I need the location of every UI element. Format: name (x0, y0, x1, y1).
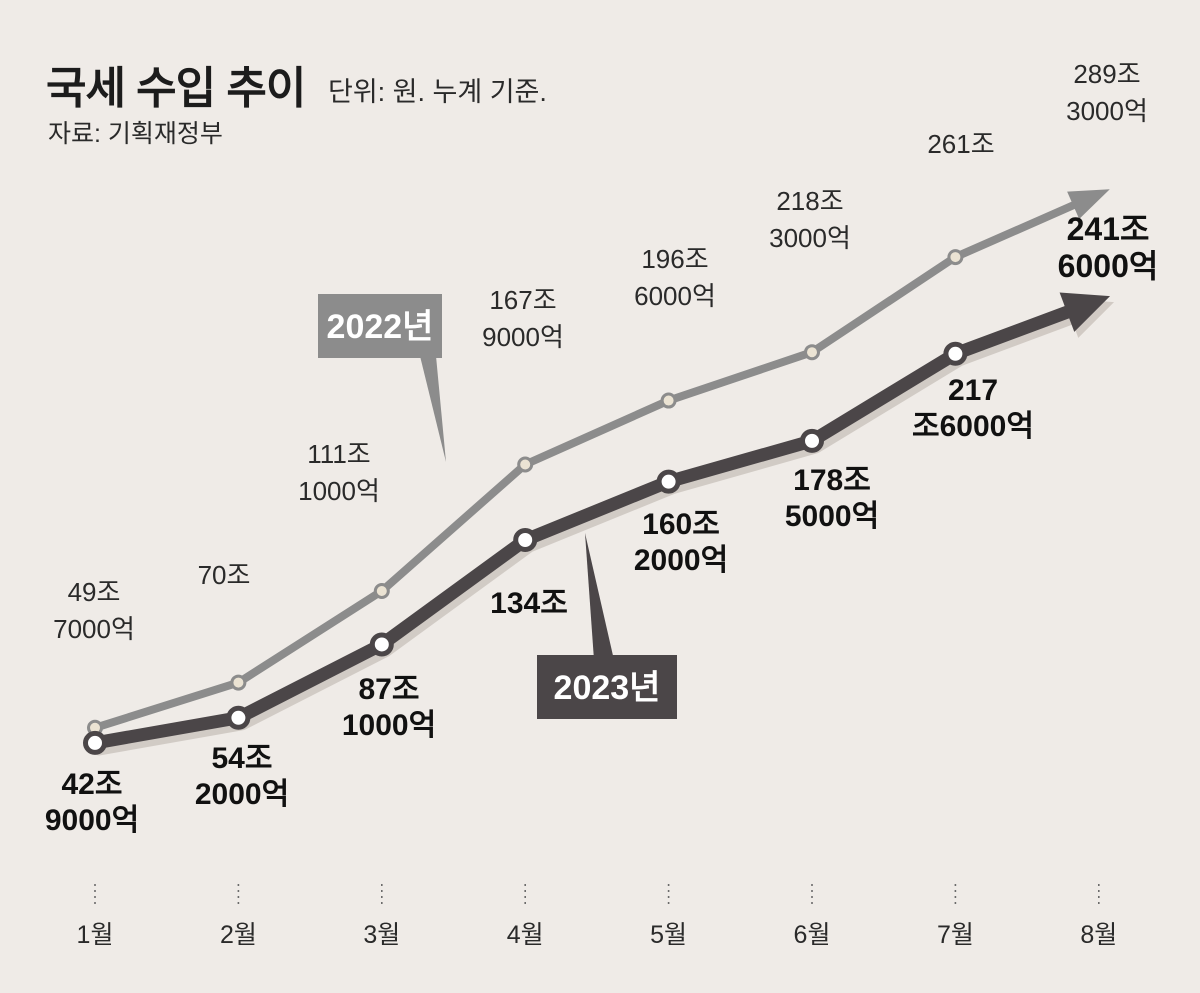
data-label-line: 2000억 (634, 544, 728, 577)
data-point (947, 249, 964, 266)
data-label: 196조 6000억 (634, 244, 716, 311)
data-label: 218조 3000억 (769, 186, 851, 253)
data-label-line: 7000억 (53, 614, 135, 644)
data-label-line: 3000억 (1066, 96, 1148, 126)
data-label-line: 87조 (359, 673, 420, 706)
data-point (230, 674, 247, 691)
x-axis: 1월 2월 3월 4월 5월 6월 7월 8월 (77, 884, 1117, 949)
callout-2022: 2022년 (318, 294, 446, 462)
data-label-line: 178조 (793, 464, 871, 497)
data-label: 217 조6000억 (912, 374, 1034, 443)
data-point (943, 341, 968, 366)
data-label-line: 261조 (927, 129, 994, 159)
data-labels: 49조 7000억 70조 111조 1000억 167조 9000억 196조 6000억 21… (45, 59, 1158, 837)
data-label: 134조 (490, 587, 568, 620)
data-label-line: 196조 (641, 244, 708, 274)
data-label: 160조 2000억 (634, 508, 728, 577)
data-label-line: 9000억 (45, 804, 139, 837)
data-label: 178조 5000억 (785, 464, 879, 533)
data-label: 49조 7000억 (53, 577, 135, 644)
data-point (83, 730, 107, 755)
data-label-line: 6000억 (634, 281, 716, 311)
x-tick-label: 7월 (937, 921, 974, 949)
series-arrow-head (1059, 292, 1111, 332)
data-label: 261조 (927, 129, 994, 159)
data-label: 70조 (198, 560, 251, 590)
data-label-line: 1000억 (342, 709, 436, 742)
data-label-line: 289조 (1073, 59, 1140, 89)
series-2023 (83, 292, 1115, 756)
data-label-line: 2000억 (195, 778, 289, 811)
data-label: 111조 1000억 (298, 439, 380, 506)
data-point (369, 632, 394, 657)
x-tick-label: 5월 (650, 921, 687, 949)
data-label-line: 5000억 (785, 500, 879, 533)
data-label-line: 49조 (68, 577, 121, 607)
data-label-line: 6000억 (1058, 248, 1159, 284)
data-label-line: 42조 (62, 768, 123, 801)
data-label-line: 3000억 (769, 223, 851, 253)
data-point (517, 456, 534, 473)
series-2022-label: 2022년 (327, 308, 434, 346)
data-label: 289조 3000억 (1066, 59, 1148, 126)
data-label-line: 218조 (776, 186, 843, 216)
series-2023-label: 2023년 (554, 669, 661, 707)
data-label-line: 167조 (489, 285, 556, 315)
data-point (800, 428, 824, 453)
data-label-line: 241조 (1067, 211, 1150, 247)
data-label-line: 111조 (307, 439, 370, 469)
data-point (660, 392, 677, 409)
series-2023-pointer (585, 533, 614, 660)
chart-title: 국세 수입 추이 (46, 64, 306, 113)
series-2023-box (537, 655, 677, 719)
series-line (88, 304, 1076, 750)
x-tick-label: 2월 (220, 921, 257, 949)
data-label-line: 217 (948, 374, 998, 407)
source-note: 자료: 기획재정부 (48, 120, 223, 148)
data-label-line: 70조 (198, 560, 251, 590)
data-label: 42조 9000억 (45, 768, 139, 837)
x-tick-label: 6월 (794, 921, 831, 949)
data-label: 87조 1000억 (342, 673, 436, 742)
callout-2023: 2023년 (537, 533, 677, 719)
series-2022-box (318, 294, 442, 358)
data-point (226, 705, 251, 730)
unit-note: 단위: 원. 누계 기준. (328, 77, 547, 107)
data-label-line: 54조 (212, 742, 273, 775)
data-label: 54조 2000억 (195, 742, 289, 811)
x-tick-label: 8월 (1080, 921, 1117, 949)
data-label-line: 160조 (642, 508, 720, 541)
x-tick-label: 3월 (363, 921, 400, 949)
data-point (804, 344, 820, 361)
data-label-line: 조6000억 (912, 410, 1034, 443)
data-label-line: 9000억 (482, 322, 564, 352)
x-tick-label: 1월 (77, 921, 114, 949)
data-label: 167조 9000억 (482, 285, 564, 352)
series-arrow-head (1067, 189, 1110, 220)
data-point (513, 528, 538, 553)
data-label: 241조 6000억 (1058, 211, 1159, 284)
data-label-line: 134조 (490, 587, 568, 620)
data-label-line: 1000억 (298, 476, 380, 506)
series-2022-pointer (420, 356, 446, 462)
series-2022 (87, 189, 1110, 736)
data-point (656, 469, 681, 494)
series-line (91, 200, 1079, 732)
series-shadow-line (92, 310, 1080, 756)
data-point (373, 583, 390, 600)
x-tick-label: 4월 (507, 921, 544, 949)
